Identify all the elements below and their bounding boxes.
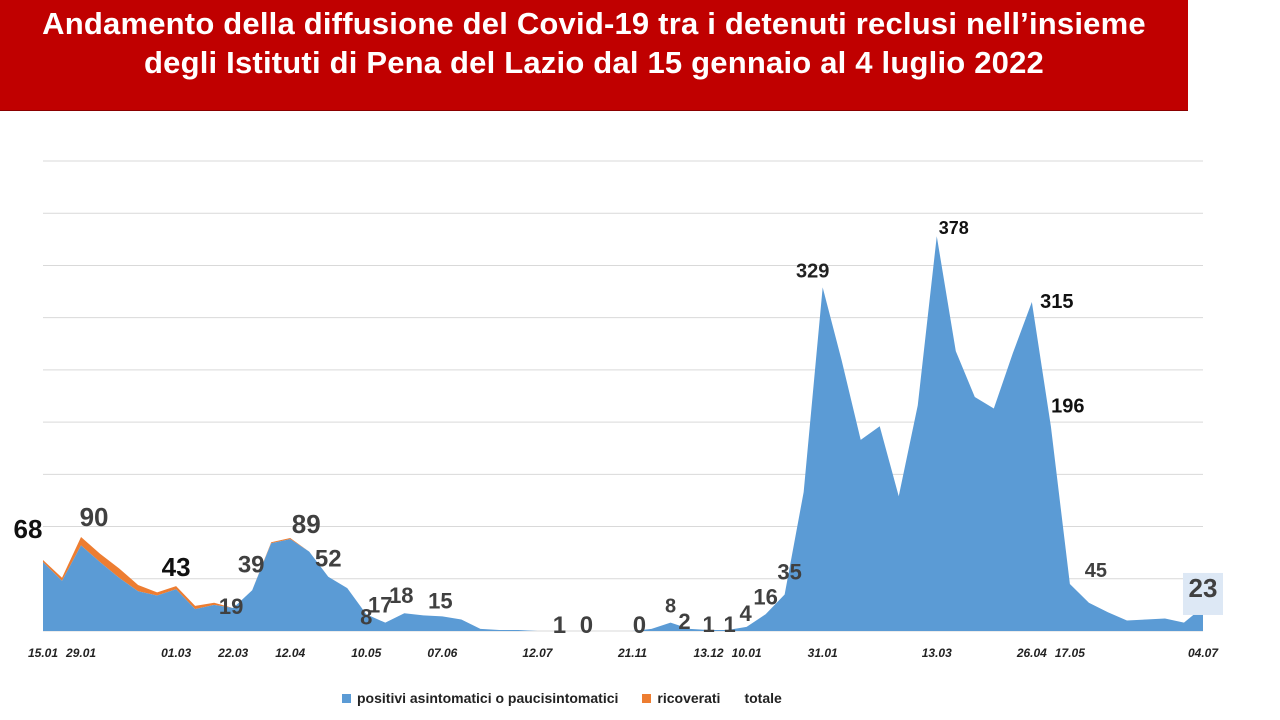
data-label: 196 [1051,395,1084,417]
data-label: 315 [1040,291,1073,313]
legend: positivi asintomatici o paucisintomatici… [342,690,806,706]
x-axis-tick-labels: 15.01 29.01 01.03 22.03 12.04 10.05 07.06 12.07… [28,646,1219,660]
x-tick-label: 01.03 [161,646,191,660]
area-series [43,236,1203,631]
data-label: 15 [428,588,452,613]
data-label: 39 [238,551,265,578]
data-label: 16 [753,584,777,609]
data-label: 89 [292,509,321,539]
data-label: 68 [14,514,43,544]
legend-item-positivi: positivi asintomatici o paucisintomatici [342,690,618,706]
x-tick-label: 26.04 [1016,646,1047,660]
data-label: 18 [389,583,413,608]
data-label: 329 [796,260,829,282]
data-label: 17 [368,592,392,617]
legend-swatch-ricoverati [642,693,652,703]
data-label: 43 [162,552,191,582]
x-tick-label: 17.05 [1055,646,1085,660]
data-label: 1 [553,612,566,639]
data-label: 1 [702,612,714,637]
x-tick-label: 22.03 [217,646,248,660]
x-tick-label: 21.11 [617,646,647,660]
data-label: 4 [739,601,752,626]
data-label: 8 [665,596,676,618]
x-tick-label: 10.01 [732,646,762,660]
data-label: 0 [633,612,646,639]
series-positivi-area [43,236,1203,631]
legend-item-totale: totale [744,690,781,706]
x-tick-label: 04.07 [1188,646,1219,660]
data-label-highlight [1183,572,1223,615]
legend-label-positivi: positivi asintomatici o paucisintomatici [357,690,619,706]
data-label: 0 [580,612,593,639]
x-tick-label: 13.03 [922,646,952,660]
x-tick-label: 13.12 [694,646,724,660]
x-tick-label: 31.01 [808,646,838,660]
data-label: 23 [1189,573,1218,603]
legend-swatch-positivi [342,693,351,703]
x-tick-label: 12.07 [522,646,553,660]
data-label: 2 [678,609,690,634]
data-label: 90 [80,502,109,532]
data-label: 52 [315,546,342,573]
x-tick-label: 15.01 [28,646,58,660]
x-tick-label: 12.04 [275,646,305,660]
data-label: 8 [360,605,372,630]
x-tick-label: 29.01 [65,646,96,660]
data-label: 1 [723,612,735,637]
data-label: 35 [777,559,801,584]
chart-title-line-1: Andamento della diffusione del Covid-19 … [42,6,1146,41]
chart-title-line-2: degli Istituti di Pena del Lazio dal 15 … [144,45,1044,80]
data-label: 19 [219,594,243,619]
data-label: 378 [939,218,969,238]
x-tick-label: 07.06 [427,646,457,660]
data-label: 45 [1085,560,1107,582]
legend-item-ricoverati: ricoverati [642,690,720,706]
x-tick-label: 10.05 [351,646,381,660]
legend-label-totale: totale [744,690,782,706]
title-banner: Andamento della diffusione del Covid-19 … [0,0,1188,111]
legend-label-ricoverati: ricoverati [657,690,721,706]
